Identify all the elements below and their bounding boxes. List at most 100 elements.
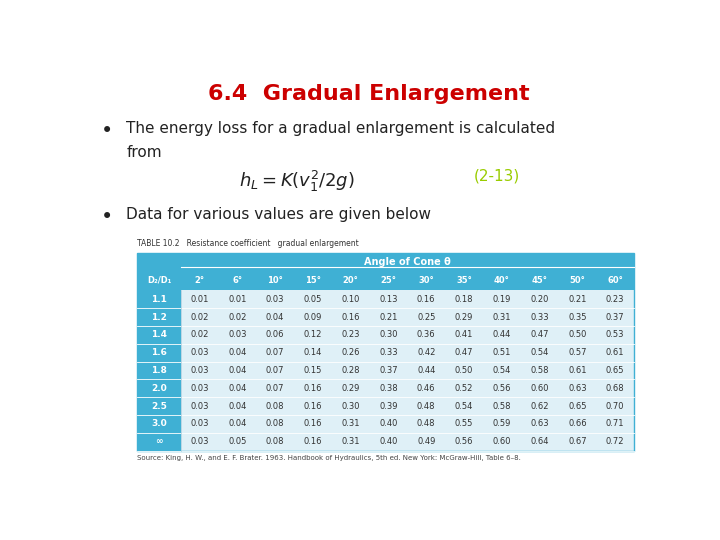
- Bar: [138, 253, 634, 271]
- Bar: [181, 326, 634, 344]
- Text: 0.08: 0.08: [266, 420, 284, 428]
- Text: 0.03: 0.03: [190, 366, 209, 375]
- Text: 0.58: 0.58: [492, 402, 511, 410]
- Text: 0.05: 0.05: [228, 437, 246, 446]
- Text: 0.16: 0.16: [304, 420, 322, 428]
- Bar: [138, 415, 181, 433]
- Text: 1.4: 1.4: [151, 330, 167, 339]
- Bar: [181, 433, 634, 451]
- Text: 0.40: 0.40: [379, 420, 397, 428]
- Text: 60°: 60°: [607, 276, 623, 285]
- Text: 0.28: 0.28: [341, 366, 360, 375]
- Text: Data for various values are given below: Data for various values are given below: [126, 207, 431, 222]
- Text: 0.54: 0.54: [531, 348, 549, 357]
- Text: 0.58: 0.58: [531, 366, 549, 375]
- Text: 0.64: 0.64: [531, 437, 549, 446]
- Text: 50°: 50°: [570, 276, 585, 285]
- Text: 0.20: 0.20: [531, 295, 549, 304]
- Text: 0.36: 0.36: [417, 330, 436, 339]
- Text: 1.8: 1.8: [151, 366, 167, 375]
- Text: 0.63: 0.63: [530, 420, 549, 428]
- Text: 0.08: 0.08: [266, 402, 284, 410]
- Text: 0.30: 0.30: [341, 402, 360, 410]
- Bar: [138, 344, 181, 362]
- Text: 0.07: 0.07: [266, 348, 284, 357]
- Text: 0.66: 0.66: [568, 420, 587, 428]
- Text: 0.16: 0.16: [304, 437, 322, 446]
- Text: 0.72: 0.72: [606, 437, 624, 446]
- Text: 0.65: 0.65: [568, 402, 587, 410]
- Text: 0.26: 0.26: [341, 348, 360, 357]
- Text: 0.31: 0.31: [341, 437, 360, 446]
- Text: 0.15: 0.15: [304, 366, 322, 375]
- Text: 40°: 40°: [494, 276, 510, 285]
- Text: 0.09: 0.09: [304, 313, 322, 321]
- Text: 0.60: 0.60: [531, 384, 549, 393]
- Text: 0.23: 0.23: [606, 295, 624, 304]
- Text: Source: King, H. W., and E. F. Brater. 1963. Handbook of Hydraulics, 5th ed. New: Source: King, H. W., and E. F. Brater. 1…: [138, 455, 521, 461]
- Text: 0.16: 0.16: [341, 313, 360, 321]
- Text: 0.52: 0.52: [455, 384, 473, 393]
- Text: 0.35: 0.35: [568, 313, 587, 321]
- Text: 0.14: 0.14: [304, 348, 322, 357]
- Text: 0.48: 0.48: [417, 402, 436, 410]
- Text: 0.59: 0.59: [492, 420, 511, 428]
- Text: 1.6: 1.6: [151, 348, 167, 357]
- Text: 0.62: 0.62: [531, 402, 549, 410]
- Bar: [138, 380, 181, 397]
- Text: 0.03: 0.03: [190, 384, 209, 393]
- Bar: [138, 362, 181, 380]
- Text: 0.03: 0.03: [190, 348, 209, 357]
- Bar: [181, 308, 634, 326]
- Text: 0.05: 0.05: [304, 295, 322, 304]
- Text: 0.61: 0.61: [606, 348, 624, 357]
- Text: 0.42: 0.42: [417, 348, 436, 357]
- Bar: [138, 291, 181, 308]
- Text: 0.71: 0.71: [606, 420, 624, 428]
- Text: 35°: 35°: [456, 276, 472, 285]
- Text: 0.54: 0.54: [492, 366, 511, 375]
- Bar: [138, 433, 181, 451]
- Text: 0.50: 0.50: [568, 330, 587, 339]
- Text: 0.01: 0.01: [228, 295, 246, 304]
- Text: 0.10: 0.10: [341, 295, 360, 304]
- Text: 0.40: 0.40: [379, 437, 397, 446]
- Text: 0.68: 0.68: [606, 384, 624, 393]
- Bar: [138, 308, 181, 326]
- Text: 0.03: 0.03: [190, 402, 209, 410]
- Text: 0.29: 0.29: [455, 313, 473, 321]
- Text: 30°: 30°: [418, 276, 434, 285]
- Text: 2.0: 2.0: [151, 384, 167, 393]
- Text: 2.5: 2.5: [151, 402, 167, 410]
- Text: 0.03: 0.03: [228, 330, 246, 339]
- Text: 15°: 15°: [305, 276, 321, 285]
- Text: 0.48: 0.48: [417, 420, 436, 428]
- Text: 0.03: 0.03: [190, 420, 209, 428]
- Bar: [138, 326, 181, 344]
- Text: 0.67: 0.67: [568, 437, 587, 446]
- Text: 0.70: 0.70: [606, 402, 624, 410]
- Text: 0.18: 0.18: [455, 295, 473, 304]
- Text: 0.46: 0.46: [417, 384, 436, 393]
- Text: 0.21: 0.21: [568, 295, 587, 304]
- Text: 0.04: 0.04: [228, 384, 246, 393]
- Text: 0.07: 0.07: [266, 366, 284, 375]
- Text: 0.16: 0.16: [304, 402, 322, 410]
- Text: 3.0: 3.0: [151, 420, 167, 428]
- Text: 0.57: 0.57: [568, 348, 587, 357]
- Bar: [181, 362, 634, 380]
- Text: •: •: [101, 207, 114, 227]
- Text: 0.01: 0.01: [190, 295, 209, 304]
- Text: 0.02: 0.02: [190, 313, 209, 321]
- Text: 0.44: 0.44: [492, 330, 511, 339]
- Text: 0.12: 0.12: [304, 330, 322, 339]
- Text: 0.04: 0.04: [266, 313, 284, 321]
- Bar: [181, 415, 634, 433]
- Text: Angle of Cone θ: Angle of Cone θ: [364, 256, 451, 267]
- Text: 0.04: 0.04: [228, 366, 246, 375]
- Text: 0.65: 0.65: [606, 366, 624, 375]
- Text: 2°: 2°: [194, 276, 204, 285]
- Text: 1.2: 1.2: [151, 313, 167, 321]
- Text: 0.03: 0.03: [190, 437, 209, 446]
- Text: TABLE 10.2   Resistance coefficient   gradual enlargement: TABLE 10.2 Resistance coefficient gradua…: [138, 239, 359, 248]
